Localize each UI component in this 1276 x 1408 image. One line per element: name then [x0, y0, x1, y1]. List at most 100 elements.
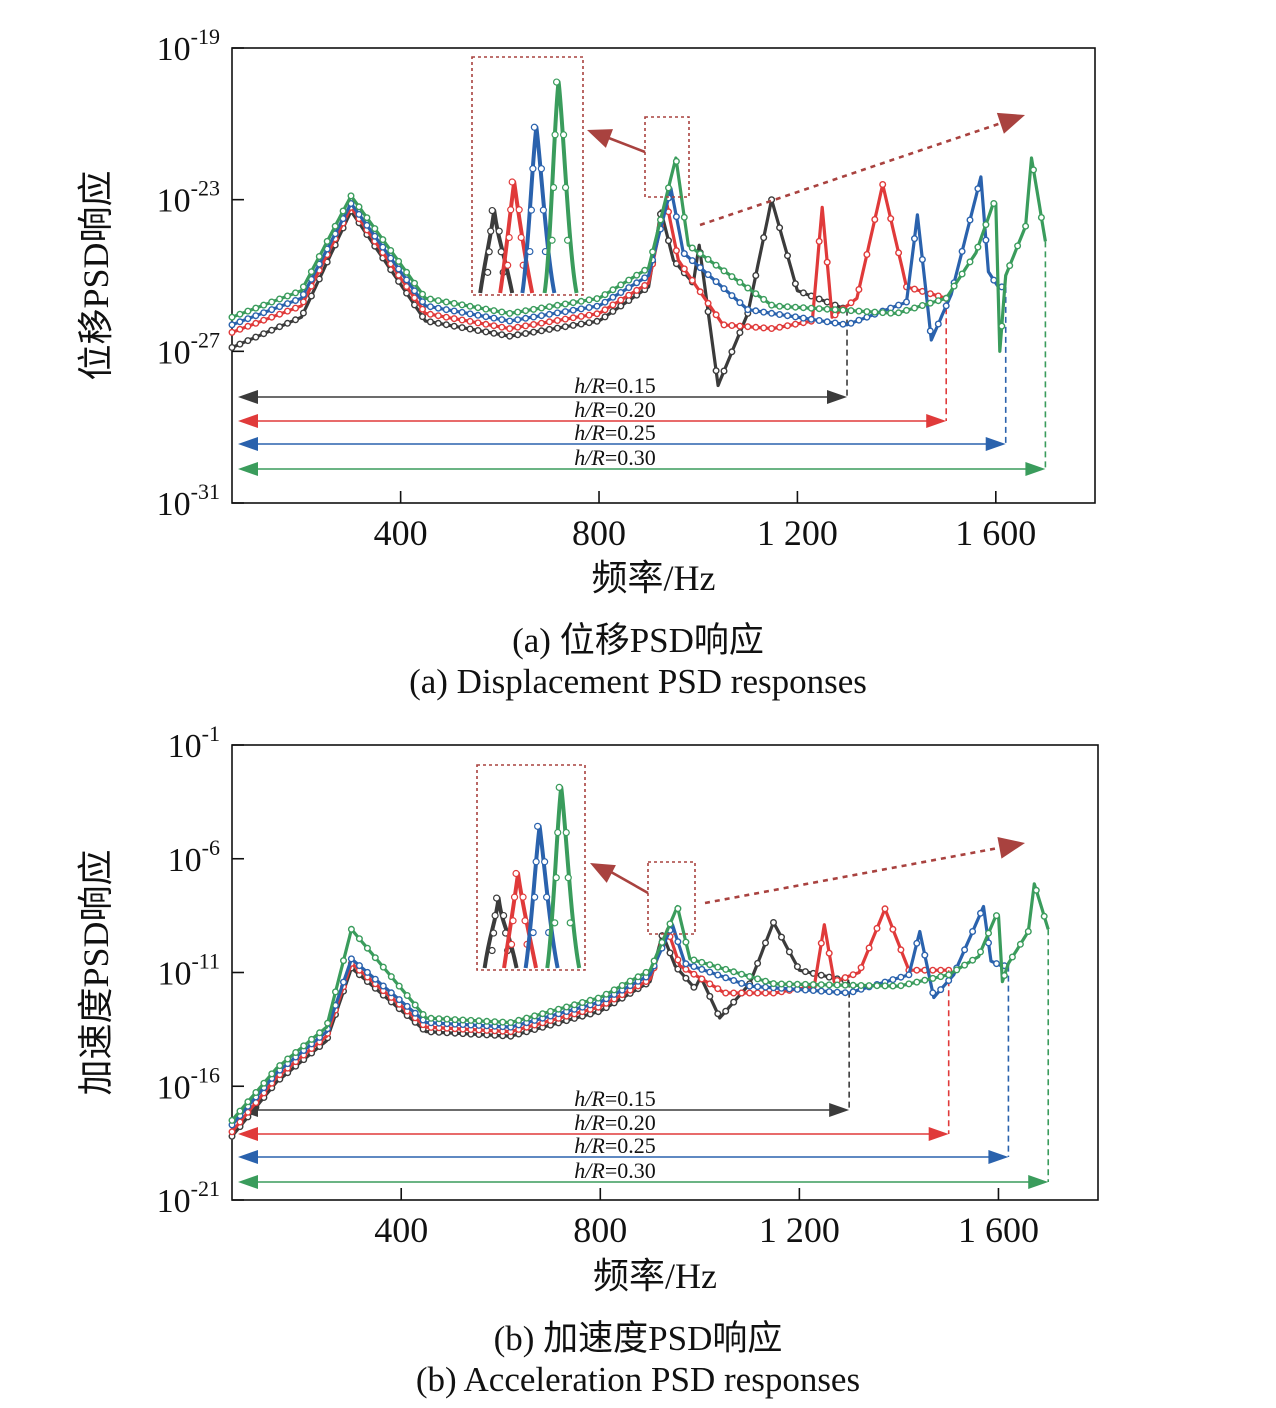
data-point-a-h015	[728, 348, 736, 356]
range-arrowhead-left-a-h025	[238, 437, 258, 451]
data-point-b-h025	[929, 989, 937, 997]
data-point-a-h025	[736, 299, 744, 307]
data-point-b-h025	[945, 977, 953, 985]
data-point-a-h015	[260, 330, 268, 338]
data-point-b-h015	[674, 965, 682, 973]
data-point-b-h030	[913, 978, 921, 986]
data-point-a-h030	[1014, 242, 1022, 250]
data-point-b-h030	[570, 1001, 578, 1009]
data-point-a-h020	[911, 285, 919, 293]
data-point-b-h030	[602, 990, 610, 998]
data-point-a-h020	[466, 317, 474, 325]
series-markers-b-h030	[228, 886, 1048, 1124]
data-point-a-h020	[284, 307, 292, 315]
data-point-a-h030	[395, 257, 403, 265]
y-tick-label-a-0: 10-31	[157, 479, 220, 523]
range-arrowhead-left-b-h020	[238, 1127, 258, 1141]
data-point-a-h030	[276, 295, 284, 303]
data-point-b-h015	[785, 948, 793, 956]
data-point-a-h015	[760, 234, 768, 242]
data-point-b-h030	[228, 1116, 236, 1124]
data-point-a-h025	[474, 311, 482, 319]
data-point-b-h030	[778, 980, 786, 988]
data-point-b-h020	[738, 989, 746, 997]
data-point-a-h015	[569, 321, 577, 329]
data-point-a-h015	[458, 324, 466, 332]
data-point-a-h020	[609, 301, 617, 309]
data-point-a-h020	[815, 237, 823, 245]
caption-a-en: (a) Displacement PSD responses	[409, 662, 867, 701]
data-point-a-h015	[236, 340, 244, 348]
data-point-a-h030	[284, 292, 292, 300]
range-arrowhead-right-b-h015	[829, 1103, 850, 1117]
data-point-a-h025	[514, 316, 522, 324]
data-point-b-h015	[762, 939, 770, 947]
data-point-a-h025	[379, 243, 387, 251]
data-point-a-h025	[625, 284, 633, 292]
data-point-b-h030	[1016, 940, 1024, 948]
trend-arrow-line-b	[704, 846, 1000, 905]
data-point-b-h030	[244, 1098, 252, 1106]
data-point-b-h020	[746, 989, 754, 997]
range-arrowhead-left-a-h015	[238, 390, 258, 404]
data-point-a-h015	[299, 309, 307, 317]
data-point-a-h030	[609, 286, 617, 294]
data-point-a-h030	[601, 291, 609, 299]
data-point-a-h030	[1006, 262, 1014, 270]
inset-point-b-h025	[541, 858, 549, 866]
range-arrowhead-left-a-h020	[238, 414, 258, 428]
data-point-a-h025	[784, 312, 792, 320]
data-point-a-h030	[561, 300, 569, 308]
data-point-b-h020	[937, 966, 945, 974]
inset-point-a-h025	[530, 123, 538, 131]
data-point-a-h030	[299, 283, 307, 291]
data-point-a-h030	[530, 305, 538, 313]
data-point-a-h030	[720, 267, 728, 275]
x-tick-label-b-2: 1 200	[759, 1210, 840, 1250]
data-point-a-h030	[950, 282, 958, 290]
data-point-a-h025	[990, 276, 998, 284]
data-point-a-h025	[744, 306, 752, 314]
data-point-a-h025	[831, 319, 839, 327]
data-point-a-h020	[617, 296, 625, 304]
data-point-a-h015	[252, 333, 260, 341]
data-point-b-h015	[666, 949, 674, 957]
data-point-a-h030	[411, 279, 419, 287]
data-point-a-h020	[593, 310, 601, 318]
data-point-b-h030	[483, 1017, 491, 1025]
range-arrowhead-right-a-h030	[1025, 462, 1046, 476]
data-point-a-h015	[450, 322, 458, 330]
data-point-b-h025	[363, 968, 371, 976]
data-point-b-h020	[236, 1118, 244, 1126]
data-point-b-h020	[897, 946, 905, 954]
data-point-a-h020	[926, 290, 934, 298]
data-point-a-h025	[371, 232, 379, 240]
inset-point-a-h030	[548, 236, 556, 244]
y-tick-label-b-4: 10-1	[168, 721, 220, 765]
data-point-a-h020	[855, 286, 863, 294]
data-point-b-h030	[547, 1007, 555, 1015]
data-point-a-h030	[419, 290, 427, 298]
range-label-b-h015: h/R=0.15	[574, 1086, 655, 1111]
data-point-a-h020	[561, 315, 569, 323]
data-point-a-h030	[553, 301, 561, 309]
range-arrowhead-right-a-h015	[827, 390, 848, 404]
data-point-a-h020	[768, 325, 776, 333]
data-point-a-h015	[498, 331, 506, 339]
range-arrowhead-left-b-h030	[238, 1175, 258, 1189]
data-point-b-h030	[801, 980, 809, 988]
data-point-a-h015	[490, 329, 498, 337]
inset-pointer-head-a	[587, 129, 613, 148]
inset-point-a-h030	[563, 236, 572, 244]
data-point-b-h030	[897, 982, 905, 990]
data-point-a-h020	[601, 306, 609, 314]
data-point-a-h025	[696, 264, 704, 272]
data-point-a-h030	[617, 281, 625, 289]
data-point-b-h020	[849, 971, 857, 979]
data-point-a-h015	[665, 237, 673, 245]
inset-point-a-h030	[549, 183, 558, 192]
data-point-b-h030	[467, 1016, 475, 1024]
data-point-a-h025	[577, 305, 585, 313]
data-point-b-h015	[714, 1010, 722, 1018]
inset-pointer-head-b	[590, 863, 616, 883]
